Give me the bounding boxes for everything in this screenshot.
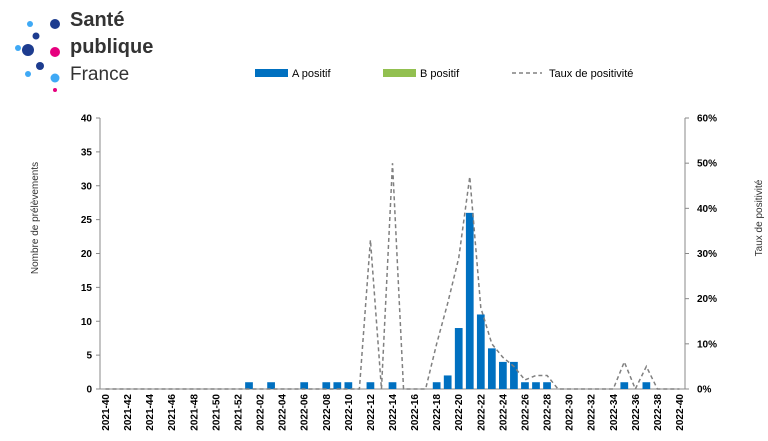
x-tick-label: 2022-02 bbox=[256, 394, 267, 431]
x-tick-label: 2022-40 bbox=[675, 394, 686, 431]
x-tick-label: 2021-44 bbox=[145, 394, 156, 431]
y-tick-label: 0 bbox=[86, 385, 92, 396]
x-tick-label: 2022-16 bbox=[410, 394, 421, 431]
bar bbox=[388, 382, 397, 389]
x-tick-label: 2022-18 bbox=[432, 394, 443, 431]
legend-label: A positif bbox=[292, 68, 331, 80]
y-tick-label: 30 bbox=[81, 181, 93, 192]
bar bbox=[300, 382, 309, 389]
bar bbox=[267, 382, 275, 389]
x-tick-label: 2021-46 bbox=[167, 394, 178, 431]
y2-tick-label: 20% bbox=[697, 294, 717, 305]
line bbox=[105, 163, 680, 391]
bar bbox=[499, 361, 507, 389]
bar bbox=[366, 382, 375, 389]
bar bbox=[510, 361, 518, 389]
bar bbox=[333, 382, 342, 389]
logo: Santé publique France bbox=[15, 9, 153, 92]
bar bbox=[487, 348, 496, 389]
x-tick-label: 2022-06 bbox=[300, 394, 311, 431]
x-tick-label: 2022-28 bbox=[543, 394, 554, 431]
x-tick-label: 2021-52 bbox=[233, 394, 244, 431]
x-tick-label: 2022-10 bbox=[344, 394, 355, 431]
bar bbox=[521, 382, 529, 389]
x-tick-label: 2022-14 bbox=[388, 394, 399, 431]
x-tick-label: 2022-34 bbox=[609, 394, 620, 431]
y-tick-label: 35 bbox=[81, 147, 93, 158]
x-tick-label: 2021-50 bbox=[211, 394, 222, 431]
bar bbox=[344, 382, 353, 389]
y2-axis-title: Taux de positivité bbox=[754, 179, 765, 256]
bar bbox=[454, 328, 463, 389]
x-tick-label: 2022-26 bbox=[520, 394, 531, 431]
bar bbox=[620, 382, 629, 389]
y-axis-title: Nombre de prélèvements bbox=[30, 162, 41, 274]
logo-line: France bbox=[70, 64, 129, 85]
y-tick-label: 10 bbox=[81, 317, 93, 328]
x-tick-label: 2022-24 bbox=[498, 394, 509, 431]
y2-tick-label: 40% bbox=[697, 204, 717, 215]
bar bbox=[476, 314, 485, 389]
bar bbox=[532, 382, 540, 389]
x-tick-label: 2021-48 bbox=[189, 394, 200, 431]
x-tick-label: 2022-22 bbox=[476, 394, 487, 431]
y-tick-label: 40 bbox=[81, 114, 93, 125]
x-tick-label: 2021-40 bbox=[101, 394, 112, 431]
legend-label: B positif bbox=[420, 68, 460, 80]
x-tick-label: 2022-20 bbox=[454, 394, 465, 431]
x-tick-label: 2022-32 bbox=[587, 394, 598, 431]
bar bbox=[543, 382, 551, 389]
bar bbox=[443, 375, 452, 389]
y2-tick-label: 0% bbox=[697, 385, 712, 396]
y2-tick-label: 30% bbox=[697, 249, 717, 260]
x-tick-label: 2022-36 bbox=[631, 394, 642, 431]
bar bbox=[642, 382, 651, 389]
bar bbox=[432, 382, 441, 389]
x-tick-label: 2022-08 bbox=[322, 394, 333, 431]
y-tick-label: 20 bbox=[81, 249, 93, 260]
x-tick-label: 2021-42 bbox=[123, 394, 134, 431]
legend-swatch bbox=[383, 69, 416, 77]
logo-line: publique bbox=[70, 36, 153, 58]
x-tick-label: 2022-12 bbox=[366, 394, 377, 431]
legend-label: Taux de positivité bbox=[549, 68, 633, 80]
x-tick-label: 2022-30 bbox=[565, 394, 576, 431]
bar bbox=[322, 382, 331, 389]
y2-tick-label: 60% bbox=[697, 114, 717, 125]
x-tick-label: 2022-38 bbox=[653, 394, 664, 431]
y-tick-label: 25 bbox=[81, 215, 93, 226]
logo-line: Santé bbox=[70, 9, 124, 31]
legend-swatch bbox=[255, 69, 288, 77]
y-tick-label: 5 bbox=[86, 351, 92, 362]
y2-tick-label: 50% bbox=[697, 159, 717, 170]
bar bbox=[245, 382, 253, 389]
bar bbox=[465, 212, 474, 389]
x-tick-label: 2022-04 bbox=[278, 394, 289, 431]
y2-tick-label: 10% bbox=[697, 339, 717, 350]
y-tick-label: 15 bbox=[81, 283, 93, 294]
